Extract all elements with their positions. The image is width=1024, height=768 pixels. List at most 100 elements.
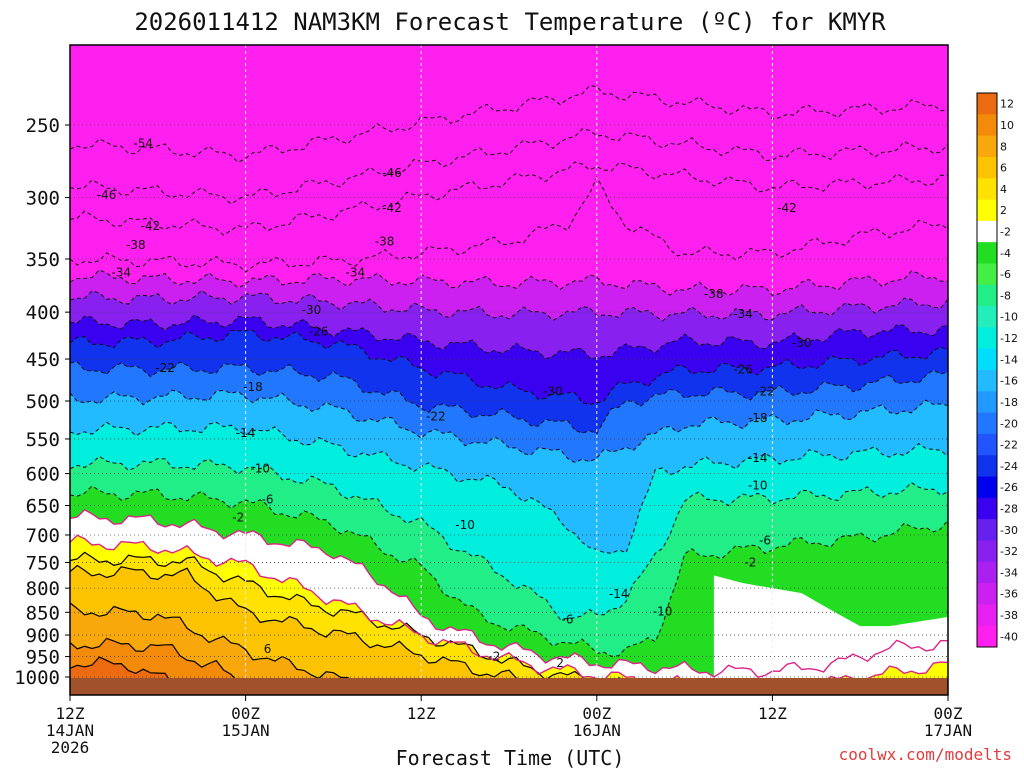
temperature-fill-layer: [70, 45, 948, 695]
contour-label: -10: [748, 478, 768, 492]
contour-label: -38: [704, 287, 724, 301]
isotherm--2: [70, 508, 948, 678]
contour-label: -30: [302, 303, 322, 317]
colorbar-tick-label: -40: [1000, 630, 1018, 643]
y-tick-label: 600: [26, 464, 60, 486]
colorbar-swatch: [977, 178, 997, 200]
colorbar-tick-label: -26: [1000, 481, 1018, 494]
colorbar-tick-label: -14: [1000, 353, 1018, 366]
contour-label: -42: [141, 219, 161, 233]
colorbar-tick-label: -28: [1000, 503, 1018, 516]
contour-label: -14: [748, 451, 768, 465]
y-tick-label: 300: [26, 188, 60, 210]
contour-label: -14: [236, 426, 256, 440]
contour-label: -6: [759, 534, 771, 548]
isotherm--22: [70, 361, 948, 435]
contour-label: -22: [155, 361, 175, 375]
source-credit: coolwx.com/modelts: [839, 745, 1012, 764]
contour-label: -46: [382, 166, 402, 180]
isotherm--18: [70, 389, 948, 464]
grid-lines: [70, 45, 948, 695]
x-tick-label: 12Z: [758, 704, 787, 723]
pressure-axis: 2503003504004505005506006507007508008509…: [14, 115, 70, 689]
colorbar-swatch: [977, 114, 997, 137]
contour-label: -6: [562, 612, 574, 626]
colorbar-swatch: [977, 625, 997, 648]
colorbar-tick-label: -38: [1000, 609, 1018, 622]
colorbar-tick-label: -10: [1000, 311, 1018, 324]
colorbar-tick-label: 4: [1000, 183, 1007, 196]
colorbar-swatch: [977, 604, 997, 627]
isotherm-10: [70, 637, 247, 695]
contour-label: -42: [382, 201, 402, 215]
colorbar-tick-label: 6: [1000, 162, 1007, 175]
chart-title: 2026011412 NAM3KM Forecast Temperature (…: [134, 8, 886, 36]
colorbar-tick-label: -30: [1000, 524, 1018, 537]
colorbar-legend: 12 10 8 6 4 2 -2 -4 -6 -8 -10 -12 -14 -16 -18 -20 -22 -24…: [976, 92, 1018, 648]
colorbar-tick-label: -18: [1000, 396, 1018, 409]
contour-label: -6: [262, 492, 274, 506]
colorbar-swatch: [977, 327, 997, 350]
colorbar-swatch: [977, 540, 997, 563]
contour-label: -30: [543, 384, 563, 398]
x-tick-label: 2026: [51, 738, 90, 757]
colorbar-swatch: [977, 433, 997, 456]
contour-label: -26: [733, 363, 753, 377]
isotherm-12: [70, 656, 188, 690]
colorbar-tick-label: -4: [1000, 247, 1011, 260]
y-tick-label: 750: [26, 552, 60, 574]
isotherm-upper-0: [70, 84, 948, 164]
contour-label: -18: [748, 411, 768, 425]
y-tick-label: 1000: [14, 667, 60, 689]
colorbar-swatch: [977, 455, 997, 477]
colorbar-tick-label: -2: [1000, 226, 1011, 239]
contour-label: -26: [309, 325, 329, 339]
colorbar-tick-label: -6: [1000, 268, 1011, 281]
colorbar-tick-label: -32: [1000, 545, 1018, 558]
y-tick-label: 850: [26, 602, 60, 624]
contour-label: -2: [744, 555, 756, 569]
x-tick-label: 15JAN: [222, 721, 270, 740]
y-tick-label: 450: [26, 349, 60, 371]
y-tick-label: 800: [26, 578, 60, 600]
isotherm--34: [70, 289, 948, 322]
isotherm--14: [70, 421, 948, 554]
colorbar-swatch: [977, 156, 997, 179]
x-axis-label: Forecast Time (UTC): [396, 746, 625, 768]
colorbar-tick-label: -20: [1000, 417, 1018, 430]
isotherm--6: [70, 485, 948, 657]
contour-label: 6: [264, 642, 272, 656]
y-tick-label: 900: [26, 625, 60, 647]
isotherm-upper-1: [70, 128, 948, 205]
colorbar-tick-label: 2: [1000, 204, 1007, 217]
contour-label: 2: [556, 656, 564, 670]
colorbar-tick-label: -12: [1000, 332, 1018, 345]
isotherm--30: [70, 314, 948, 360]
contour-label: -10: [455, 518, 475, 532]
y-tick-label: 950: [26, 647, 60, 669]
contour-label: -34: [346, 265, 366, 279]
isotherm-upper-2: [70, 161, 948, 236]
contour-label: -14: [609, 587, 629, 601]
y-tick-label: 700: [26, 525, 60, 547]
colorbar-swatch: [977, 391, 997, 414]
colorbar-swatch: [977, 242, 997, 264]
colorbar-swatch: [977, 220, 997, 243]
contour-labels: -54-46-42-38-34-22-18-14-10-6-26-46-42-3…: [97, 137, 812, 670]
x-tick-label: 12Z: [56, 704, 85, 723]
contour-label: -34: [111, 265, 131, 279]
colorbar-tick-label: -24: [1000, 460, 1018, 473]
contour-label: -46: [97, 188, 117, 202]
colorbar-swatch: [977, 93, 997, 115]
isotherm--10: [70, 455, 948, 620]
colorbar-tick-label: 12: [1000, 98, 1014, 111]
y-tick-label: 650: [26, 495, 60, 517]
isotherm--38: [70, 269, 948, 297]
colorbar-swatch: [977, 519, 997, 541]
terrain-ground-strip: [70, 678, 948, 695]
x-tick-label: 00Z: [582, 704, 611, 723]
colorbar-frame: [976, 92, 998, 648]
colorbar-swatch: [977, 497, 997, 520]
